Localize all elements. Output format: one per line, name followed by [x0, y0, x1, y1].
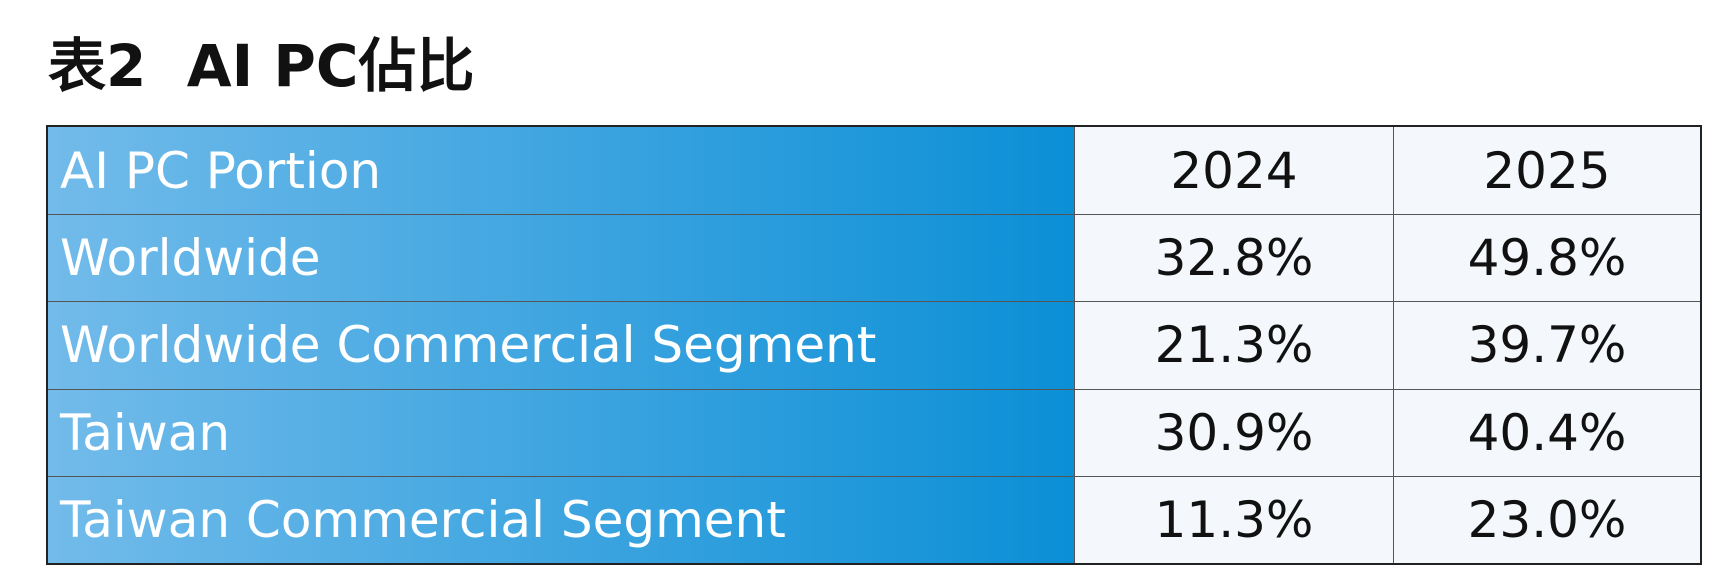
value-cell: 2025 [1393, 127, 1700, 215]
value-cell: 11.3% [1074, 475, 1393, 563]
row-label: Worldwide Commercial Segment [48, 301, 1074, 389]
table: AI PC Portion 2024 2025 Worldwide 32.8% 49.8%… [46, 125, 1702, 565]
header-row: AI PC Portion 2024 2025 [48, 127, 1700, 215]
value-cell: 39.7% [1393, 301, 1700, 389]
data-row: Taiwan 30.9% 40.4% [48, 388, 1700, 476]
data-row: Worldwide Commercial Segment 21.3% 39.7% [48, 301, 1700, 389]
value-cell: 30.9% [1074, 388, 1393, 476]
table-title: 表2 AI PC佔比 [48, 32, 475, 100]
data-row: Taiwan Commercial Segment 11.3% 23.0% [48, 475, 1700, 563]
data-row: Worldwide 32.8% 49.8% [48, 214, 1700, 302]
value-cell: 23.0% [1393, 475, 1700, 563]
value-cell: 32.8% [1074, 214, 1393, 302]
value-cell: 49.8% [1393, 214, 1700, 302]
value-cell: 21.3% [1074, 301, 1393, 389]
value-cell: 2024 [1074, 127, 1393, 215]
row-label: Taiwan Commercial Segment [48, 475, 1074, 563]
row-label: AI PC Portion [48, 127, 1074, 215]
row-label: Worldwide [48, 214, 1074, 302]
value-cell: 40.4% [1393, 388, 1700, 476]
row-label: Taiwan [48, 388, 1074, 476]
